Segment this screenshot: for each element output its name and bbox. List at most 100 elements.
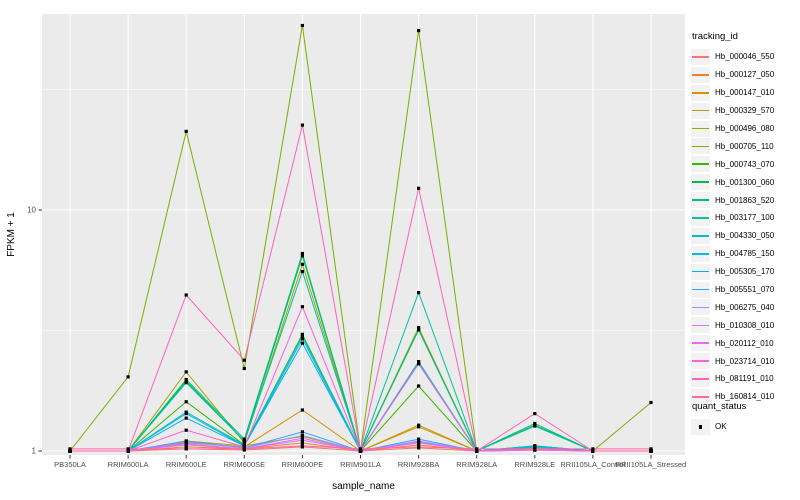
data-point bbox=[126, 375, 130, 379]
x-tick-label: RRII105LA_Stressed bbox=[616, 460, 686, 469]
legend-title-tracking-id: tracking_id bbox=[692, 31, 738, 42]
data-point bbox=[417, 361, 421, 365]
legend-item-Hb_023714_010: Hb_023714_010 bbox=[691, 352, 799, 370]
data-point bbox=[300, 341, 304, 345]
data-point bbox=[184, 370, 188, 374]
data-point bbox=[358, 447, 363, 451]
x-axis-title: sample_name bbox=[332, 481, 395, 492]
data-point bbox=[649, 447, 653, 451]
legend-item-Hb_000127_050: Hb_000127_050 bbox=[691, 66, 799, 84]
legend-item-Hb_000496_080: Hb_000496_080 bbox=[691, 120, 799, 138]
data-point bbox=[184, 129, 188, 133]
data-point bbox=[300, 438, 304, 442]
x-tick-label: RRIM928LE bbox=[514, 460, 555, 469]
legend-item-Hb_003177_100: Hb_003177_100 bbox=[691, 209, 799, 227]
legend-item-label: Hb_000329_570 bbox=[715, 106, 775, 116]
data-point bbox=[126, 449, 130, 453]
line-key-icon bbox=[691, 156, 710, 173]
line-key-icon bbox=[691, 388, 710, 405]
legend-item-label: Hb_004330_050 bbox=[715, 231, 775, 241]
series-color-swatch bbox=[692, 56, 709, 58]
series-color-swatch bbox=[692, 288, 709, 291]
y-tick-label: 1 bbox=[32, 447, 37, 456]
legend-item-Hb_004785_150: Hb_004785_150 bbox=[691, 245, 799, 263]
data-point bbox=[591, 449, 595, 453]
data-point bbox=[417, 326, 421, 330]
legend-item-Hb_000743_070: Hb_000743_070 bbox=[691, 155, 799, 173]
x-tick-label: RRIM600PE bbox=[282, 460, 324, 469]
data-point bbox=[417, 291, 421, 295]
series-color-swatch bbox=[692, 235, 709, 237]
legend-item-label: Hb_010308_010 bbox=[715, 320, 775, 330]
data-point bbox=[300, 444, 304, 448]
data-point bbox=[184, 293, 188, 297]
legend-quant-rows: OK bbox=[691, 418, 799, 436]
legend-item-label: Hb_000147_010 bbox=[715, 88, 775, 98]
series-color-swatch bbox=[692, 378, 709, 380]
data-point bbox=[184, 428, 188, 432]
data-point bbox=[533, 421, 537, 426]
data-point bbox=[417, 437, 421, 441]
series-color-swatch bbox=[692, 181, 709, 183]
series-color-swatch bbox=[692, 109, 709, 112]
legend-item-label: Hb_003177_100 bbox=[715, 213, 775, 223]
series-color-swatch bbox=[692, 145, 709, 148]
plot-panel bbox=[42, 14, 685, 455]
x-tick-label: RRIM600LE bbox=[166, 460, 207, 469]
x-tick-label: RRIM901LA bbox=[340, 460, 381, 469]
data-point bbox=[242, 366, 246, 371]
legend-item-label: Hb_004785_150 bbox=[715, 249, 775, 259]
legend-item-Hb_000147_010: Hb_000147_010 bbox=[691, 84, 799, 102]
data-point bbox=[184, 447, 188, 451]
legend-item-label: Hb_005305_170 bbox=[715, 267, 775, 277]
series-color-swatch bbox=[692, 306, 709, 309]
legend-item-label: OK bbox=[715, 422, 727, 432]
legend-item-Hb_005305_170: Hb_005305_170 bbox=[691, 263, 799, 281]
data-point bbox=[475, 447, 479, 451]
series-color-swatch bbox=[692, 199, 709, 201]
data-point bbox=[184, 445, 188, 449]
legend-item-Hb_010308_010: Hb_010308_010 bbox=[691, 316, 799, 334]
legend-item-label: Hb_081191_010 bbox=[715, 374, 774, 384]
data-point bbox=[300, 433, 304, 438]
data-point bbox=[300, 262, 304, 266]
legend-tracking-id: tracking_id Hb_000046_550 Hb_000127_050 Hb… bbox=[691, 31, 799, 406]
data-point bbox=[649, 400, 653, 405]
legend-item-label: Hb_000743_070 bbox=[715, 159, 775, 169]
data-point bbox=[300, 251, 304, 256]
legend-title-quant-status: quant_status bbox=[692, 401, 747, 412]
line-key-icon bbox=[691, 48, 710, 65]
legend-item-label: Hb_160814_010 bbox=[715, 392, 775, 402]
line-key-icon bbox=[691, 209, 710, 226]
line-key-icon bbox=[691, 263, 710, 280]
data-point bbox=[184, 400, 188, 404]
data-point bbox=[300, 337, 304, 341]
line-key-icon bbox=[691, 370, 710, 387]
series-color-swatch bbox=[692, 252, 709, 255]
data-point bbox=[417, 445, 421, 449]
data-point bbox=[184, 412, 188, 416]
line-key-icon bbox=[691, 317, 710, 334]
data-point bbox=[184, 443, 188, 447]
line-key-icon bbox=[691, 299, 710, 316]
data-point bbox=[475, 449, 479, 453]
data-point bbox=[300, 123, 304, 127]
data-point bbox=[300, 270, 304, 274]
data-point bbox=[417, 384, 421, 388]
series-color-swatch bbox=[692, 360, 709, 362]
legend-item-label: Hb_001300_060 bbox=[715, 177, 775, 187]
series-color-swatch bbox=[692, 342, 709, 344]
data-point bbox=[300, 254, 304, 258]
legend-item-label: Hb_006275_040 bbox=[715, 302, 775, 312]
legend-quant-status: quant_status OK bbox=[691, 401, 799, 436]
data-point bbox=[417, 29, 421, 33]
line-key-icon bbox=[691, 174, 710, 191]
series-color-swatch bbox=[692, 163, 709, 166]
data-point bbox=[300, 332, 304, 336]
legend-item-label: Hb_005551_070 bbox=[715, 285, 775, 295]
data-point bbox=[591, 447, 595, 451]
line-key-icon bbox=[691, 192, 710, 209]
data-point bbox=[417, 328, 421, 332]
data-point bbox=[300, 305, 304, 309]
